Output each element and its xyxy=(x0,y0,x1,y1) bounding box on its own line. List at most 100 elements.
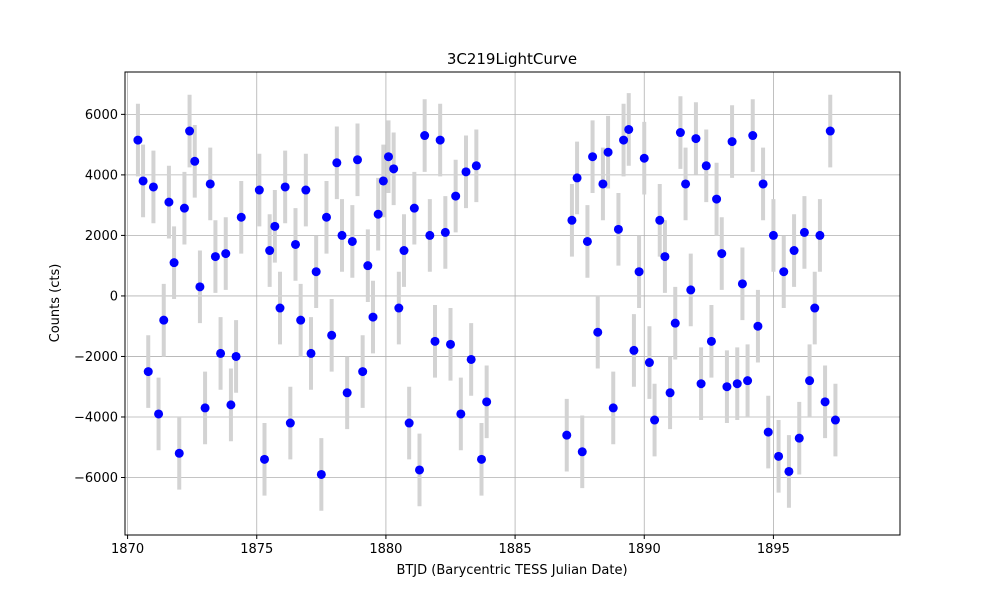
data-point-0-7 xyxy=(169,258,179,268)
data-point-0-61 xyxy=(461,167,471,177)
data-point-1-8 xyxy=(603,147,613,157)
data-point-1-43 xyxy=(784,466,794,476)
data-point-1-51 xyxy=(825,126,835,136)
data-point-0-22 xyxy=(260,454,269,464)
data-point-1-24 xyxy=(686,285,696,295)
y-tick-label-1: −4000 xyxy=(74,410,118,425)
data-point-1-13 xyxy=(629,345,639,355)
data-point-1-50 xyxy=(820,397,830,407)
plot-frame xyxy=(124,71,901,536)
data-point-0-36 xyxy=(332,158,342,168)
grid-layer xyxy=(125,72,900,535)
x-tick-label-4: 1890 xyxy=(628,542,661,557)
data-point-1-12 xyxy=(624,124,634,134)
data-point-0-28 xyxy=(291,239,300,249)
data-point-0-8 xyxy=(174,448,184,458)
data-point-1-17 xyxy=(650,415,660,425)
data-point-1-0 xyxy=(562,430,572,440)
data-point-1-28 xyxy=(706,336,716,346)
data-point-0-51 xyxy=(409,203,419,213)
data-point-0-64 xyxy=(477,454,486,464)
data-point-0-17 xyxy=(221,249,231,259)
data-point-0-58 xyxy=(446,339,455,349)
data-point-1-37 xyxy=(753,321,763,331)
data-point-0-34 xyxy=(322,212,331,222)
data-point-0-26 xyxy=(280,182,290,192)
data-point-0-25 xyxy=(275,303,285,313)
data-point-0-24 xyxy=(270,221,280,231)
data-point-1-41 xyxy=(774,451,784,461)
data-point-1-49 xyxy=(815,230,825,240)
data-point-0-43 xyxy=(368,312,378,322)
data-point-1-32 xyxy=(727,137,737,147)
y-axis-label: Counts (cts) xyxy=(48,264,63,343)
x-tick-label-1: 1875 xyxy=(240,542,273,557)
data-point-1-22 xyxy=(675,128,685,138)
data-point-0-46 xyxy=(384,152,393,162)
data-point-0-42 xyxy=(363,261,373,271)
data-point-1-3 xyxy=(577,447,587,457)
x-tick-label-5: 1895 xyxy=(757,542,790,557)
data-point-1-33 xyxy=(732,379,742,389)
data-point-0-11 xyxy=(190,156,200,166)
data-point-1-6 xyxy=(593,327,603,337)
data-point-1-42 xyxy=(779,267,789,277)
x-tick-label-3: 1885 xyxy=(499,542,532,557)
data-point-0-0 xyxy=(133,135,143,145)
data-point-0-30 xyxy=(301,185,311,195)
data-point-0-13 xyxy=(200,403,210,413)
data-point-0-33 xyxy=(316,469,326,479)
data-point-0-3 xyxy=(148,182,158,192)
data-point-0-32 xyxy=(311,267,321,277)
data-point-0-47 xyxy=(389,164,399,174)
data-point-0-9 xyxy=(179,203,189,213)
data-point-0-10 xyxy=(185,126,195,136)
data-point-0-50 xyxy=(404,418,414,428)
data-point-0-54 xyxy=(425,230,435,240)
data-point-0-57 xyxy=(440,227,450,237)
data-point-1-9 xyxy=(608,403,618,413)
y-tick-label-3: 0 xyxy=(110,289,118,304)
y-tick-label-2: −2000 xyxy=(74,350,118,365)
data-point-1-52 xyxy=(830,415,840,425)
data-point-0-18 xyxy=(226,400,236,410)
data-point-0-12 xyxy=(195,282,205,292)
data-point-0-6 xyxy=(164,197,174,207)
data-point-0-2 xyxy=(143,367,153,377)
data-point-0-38 xyxy=(342,388,352,398)
tick-layer: 1870 1875 1880 1885 1890 1895 −6000 −4000 −2000 0… xyxy=(74,108,790,557)
data-point-1-23 xyxy=(681,179,691,189)
data-point-0-45 xyxy=(378,176,388,186)
data-point-0-31 xyxy=(306,348,316,358)
data-point-0-21 xyxy=(254,185,264,195)
data-point-1-4 xyxy=(582,236,592,246)
data-point-0-1 xyxy=(138,176,148,186)
data-point-0-15 xyxy=(210,252,220,262)
data-point-0-52 xyxy=(415,465,424,475)
data-point-0-55 xyxy=(430,336,440,346)
data-point-0-48 xyxy=(394,303,404,313)
data-point-1-2 xyxy=(572,173,582,183)
data-point-1-14 xyxy=(634,267,644,277)
data-point-0-40 xyxy=(353,155,362,165)
data-point-0-60 xyxy=(456,409,466,419)
data-point-1-27 xyxy=(701,161,711,171)
data-point-1-45 xyxy=(794,433,804,443)
x-tick-label-2: 1880 xyxy=(369,542,402,557)
data-point-1-10 xyxy=(613,224,623,234)
data-point-0-23 xyxy=(265,246,275,256)
data-point-0-14 xyxy=(205,179,215,189)
point-layer xyxy=(133,124,840,479)
data-point-1-46 xyxy=(799,227,809,237)
data-point-0-37 xyxy=(337,230,347,240)
data-point-1-11 xyxy=(619,135,629,145)
y-tick-label-6: 6000 xyxy=(85,108,118,123)
data-point-0-63 xyxy=(471,161,481,171)
data-point-0-49 xyxy=(399,246,409,256)
data-point-0-19 xyxy=(231,351,241,361)
data-point-1-26 xyxy=(696,379,706,389)
data-point-0-35 xyxy=(327,330,337,340)
data-point-0-59 xyxy=(451,191,461,201)
